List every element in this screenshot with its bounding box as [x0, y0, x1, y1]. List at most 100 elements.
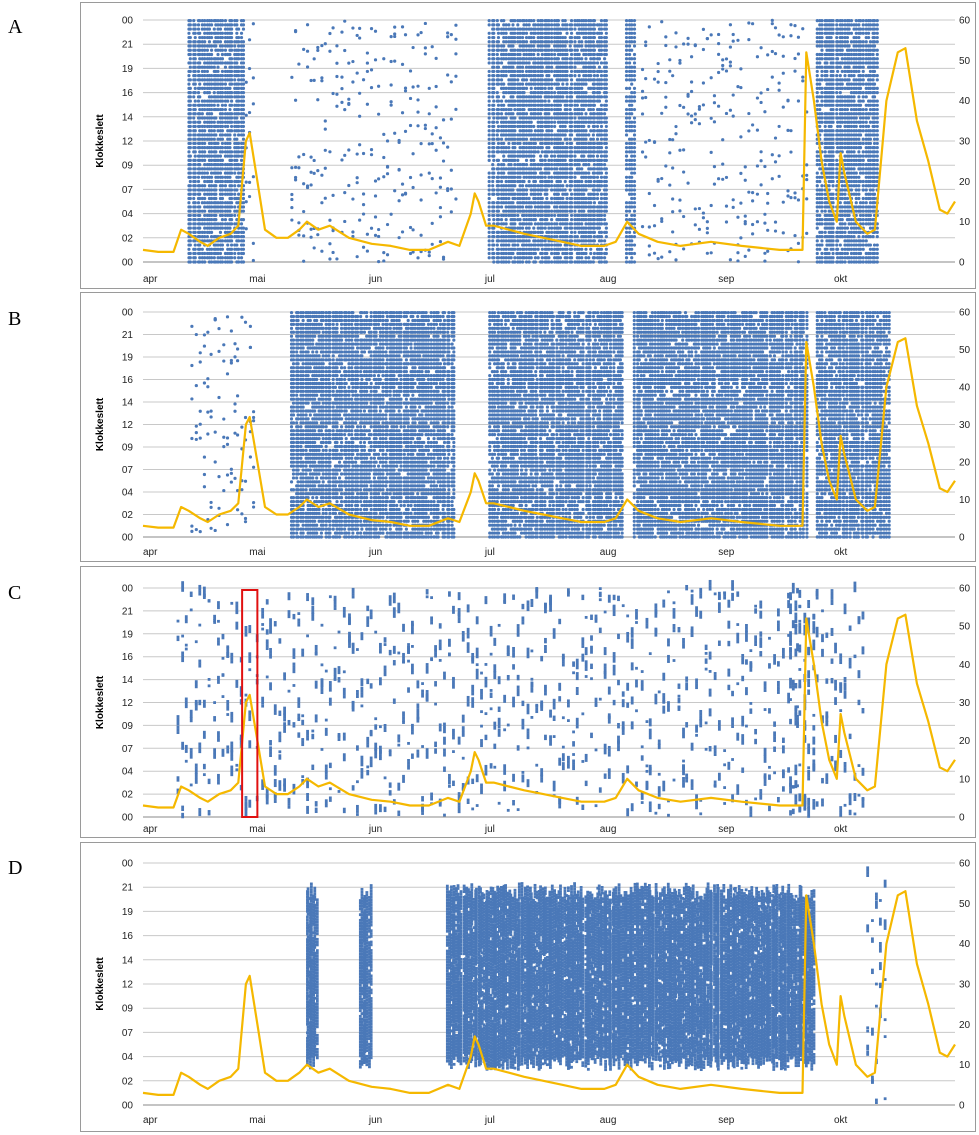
- scatter-point: [500, 61, 503, 64]
- scatter-point: [230, 243, 233, 246]
- scatter-point: [297, 166, 300, 169]
- scatter-point: [187, 83, 190, 86]
- scatter-point: [197, 91, 200, 94]
- scatter-point: [497, 167, 500, 170]
- scatter-point: [492, 176, 495, 179]
- scatter-point: [203, 210, 206, 213]
- scatter-point: [203, 66, 206, 69]
- scatter-point: [492, 27, 495, 30]
- scatter-point: [497, 74, 500, 77]
- scatter-point: [189, 205, 192, 208]
- scatter-point: [492, 218, 495, 221]
- scatter-point: [237, 74, 240, 77]
- scatter-point: [488, 205, 491, 208]
- scatter-point: [189, 36, 192, 39]
- scatter-point: [509, 256, 512, 259]
- scatter-point: [235, 32, 238, 35]
- scatter-point: [226, 125, 229, 128]
- y-right-tick-label: 0: [959, 258, 965, 269]
- scatter-point: [356, 152, 359, 155]
- scatter-point: [230, 70, 233, 73]
- scatter-point: [335, 75, 338, 78]
- scatter-point: [370, 148, 373, 151]
- scatter-point: [194, 108, 197, 111]
- scatter-point: [189, 167, 192, 170]
- scatter-point: [328, 50, 331, 53]
- scatter-point: [194, 138, 197, 141]
- scatter-point: [505, 99, 508, 102]
- scatter-point: [521, 184, 524, 187]
- scatter-point: [210, 23, 213, 26]
- scatter-point: [214, 44, 217, 47]
- scatter-point: [522, 180, 525, 183]
- scatter-point: [221, 180, 224, 183]
- scatter-point: [497, 256, 500, 259]
- scatter-point: [189, 53, 192, 56]
- scatter-point: [509, 108, 512, 111]
- scatter-point: [513, 163, 516, 166]
- scatter-point: [492, 87, 495, 90]
- scatter-point: [237, 66, 240, 69]
- scatter-point: [187, 248, 190, 251]
- scatter-point: [356, 181, 359, 184]
- scatter-point: [203, 32, 206, 35]
- scatter-point: [309, 155, 312, 158]
- scatter-point: [428, 172, 431, 175]
- scatter-point: [297, 221, 300, 224]
- scatter-point: [203, 256, 206, 259]
- scatter-point: [435, 85, 438, 88]
- scatter-point: [230, 32, 233, 35]
- scatter-point: [411, 228, 414, 231]
- scatter-point: [230, 36, 233, 39]
- scatter-point: [491, 239, 494, 242]
- scatter-point: [335, 257, 338, 260]
- scatter-point: [230, 125, 233, 128]
- scatter-point: [347, 184, 350, 187]
- scatter-point: [224, 66, 227, 69]
- scatter-point: [366, 249, 369, 252]
- scatter-point: [488, 108, 491, 111]
- scatter-point: [320, 201, 323, 204]
- scatter-point: [362, 78, 365, 81]
- scatter-point: [513, 256, 516, 259]
- scatter-point: [242, 19, 245, 22]
- scatter-point: [492, 36, 495, 39]
- scatter-point: [390, 100, 393, 103]
- scatter-point: [187, 201, 190, 204]
- scatter-point: [230, 78, 233, 81]
- scatter-point: [230, 116, 233, 119]
- scatter-point: [351, 26, 354, 29]
- scatter-point: [237, 121, 240, 124]
- scatter-point: [513, 218, 516, 221]
- scatter-point: [237, 44, 240, 47]
- scatter-point: [492, 70, 495, 73]
- scatter-point: [240, 36, 243, 39]
- scatter-point: [210, 214, 213, 217]
- scatter-point: [488, 243, 491, 246]
- scatter-point: [203, 116, 206, 119]
- scatter-point: [492, 146, 495, 149]
- scatter-point: [450, 169, 453, 172]
- scatter-point: [513, 116, 516, 119]
- scatter-point: [492, 235, 495, 238]
- scatter-point: [233, 171, 236, 174]
- scatter-point: [230, 184, 233, 187]
- scatter-point: [522, 91, 525, 94]
- scatter-point: [435, 126, 438, 129]
- scatter-point: [294, 176, 297, 179]
- scatter-point: [386, 165, 389, 168]
- scatter-point: [497, 184, 500, 187]
- scatter-point: [198, 214, 201, 217]
- scatter-point: [488, 19, 491, 22]
- scatter-point: [497, 112, 500, 115]
- scatter-point: [240, 159, 243, 162]
- scatter-point: [488, 193, 491, 196]
- y-tick-label: 00: [122, 16, 134, 27]
- scatter-point: [488, 121, 491, 124]
- scatter-point: [194, 40, 197, 43]
- scatter-point: [521, 36, 524, 39]
- scatter-point: [192, 197, 195, 200]
- scatter-point: [194, 70, 197, 73]
- scatter-point: [210, 36, 213, 39]
- scatter-point: [358, 92, 361, 95]
